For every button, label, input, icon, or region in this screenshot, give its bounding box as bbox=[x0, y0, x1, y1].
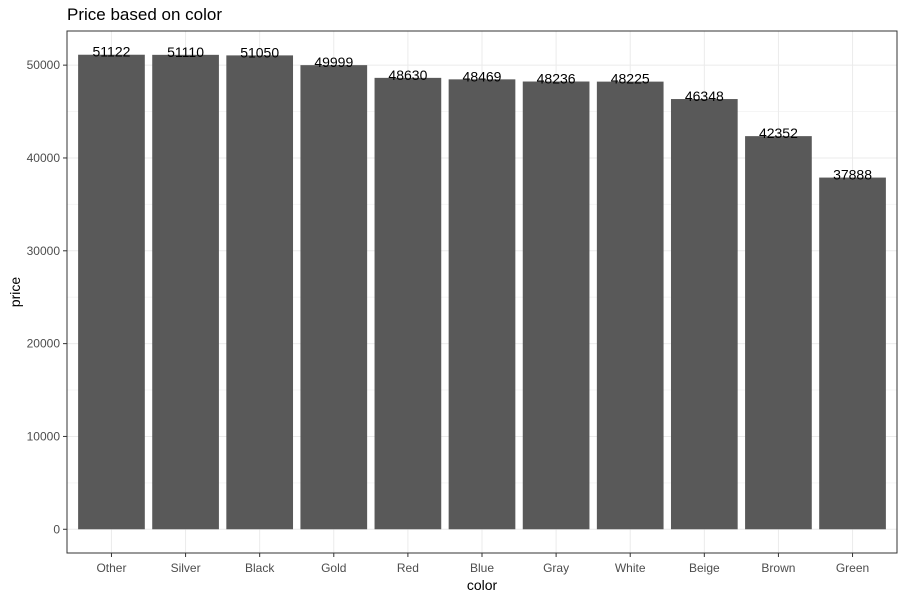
bar-brown bbox=[745, 136, 812, 530]
y-tick-label: 0 bbox=[53, 522, 60, 536]
bar-red bbox=[374, 77, 442, 530]
bar-value-label: 37888 bbox=[833, 167, 872, 183]
bar-value-label: 46348 bbox=[685, 88, 724, 104]
bar-value-label: 49999 bbox=[314, 54, 353, 70]
y-axis-title: price bbox=[7, 277, 23, 308]
y-tick-label: 50000 bbox=[27, 58, 61, 72]
x-axis-title: color bbox=[467, 577, 498, 593]
bar-value-label: 51110 bbox=[167, 44, 204, 60]
bar-value-label: 51050 bbox=[240, 44, 279, 60]
y-tick-label: 40000 bbox=[27, 151, 61, 165]
bar-black bbox=[226, 55, 294, 530]
x-tick-label: Red bbox=[397, 561, 419, 575]
bar-white bbox=[596, 81, 664, 530]
y-tick-label: 30000 bbox=[27, 244, 61, 258]
x-tick-label: Blue bbox=[470, 561, 494, 575]
x-tick-label: Other bbox=[96, 561, 126, 575]
bar-silver bbox=[152, 54, 219, 530]
bar-value-label: 48225 bbox=[611, 71, 650, 87]
bar-blue bbox=[448, 79, 516, 530]
bar-value-label: 42352 bbox=[759, 125, 798, 141]
bar-other bbox=[78, 54, 145, 530]
bar-green bbox=[819, 177, 886, 530]
bar-value-label: 48469 bbox=[463, 68, 502, 84]
y-tick-label: 10000 bbox=[27, 429, 61, 443]
bar-gold bbox=[300, 65, 368, 530]
bar-value-label: 48236 bbox=[537, 71, 576, 87]
x-tick-label: White bbox=[615, 561, 646, 575]
y-axis: 0 10000 20000 30000 40000 50000 bbox=[27, 58, 67, 536]
x-tick-label: Green bbox=[836, 561, 869, 575]
bar-gray bbox=[522, 81, 590, 530]
x-axis: Other Silver Black Gold Red Blue Gray White Beig… bbox=[96, 553, 869, 575]
x-tick-label: Beige bbox=[689, 561, 720, 575]
x-tick-label: Silver bbox=[171, 561, 201, 575]
bar-value-label: 51122 bbox=[93, 44, 131, 60]
bar-value-label: 48630 bbox=[388, 67, 427, 83]
x-tick-label: Gray bbox=[543, 561, 569, 575]
y-tick-label: 20000 bbox=[27, 337, 61, 351]
x-tick-label: Gold bbox=[321, 561, 346, 575]
x-tick-label: Black bbox=[245, 561, 275, 575]
x-tick-label: Brown bbox=[761, 561, 795, 575]
bar-value-labels: 51122 51110 51050 49999 48630 48469 48236 48225… bbox=[93, 44, 873, 183]
bar-beige bbox=[670, 99, 738, 530]
chart-title: Price based on color bbox=[67, 5, 222, 24]
bars bbox=[78, 54, 886, 530]
